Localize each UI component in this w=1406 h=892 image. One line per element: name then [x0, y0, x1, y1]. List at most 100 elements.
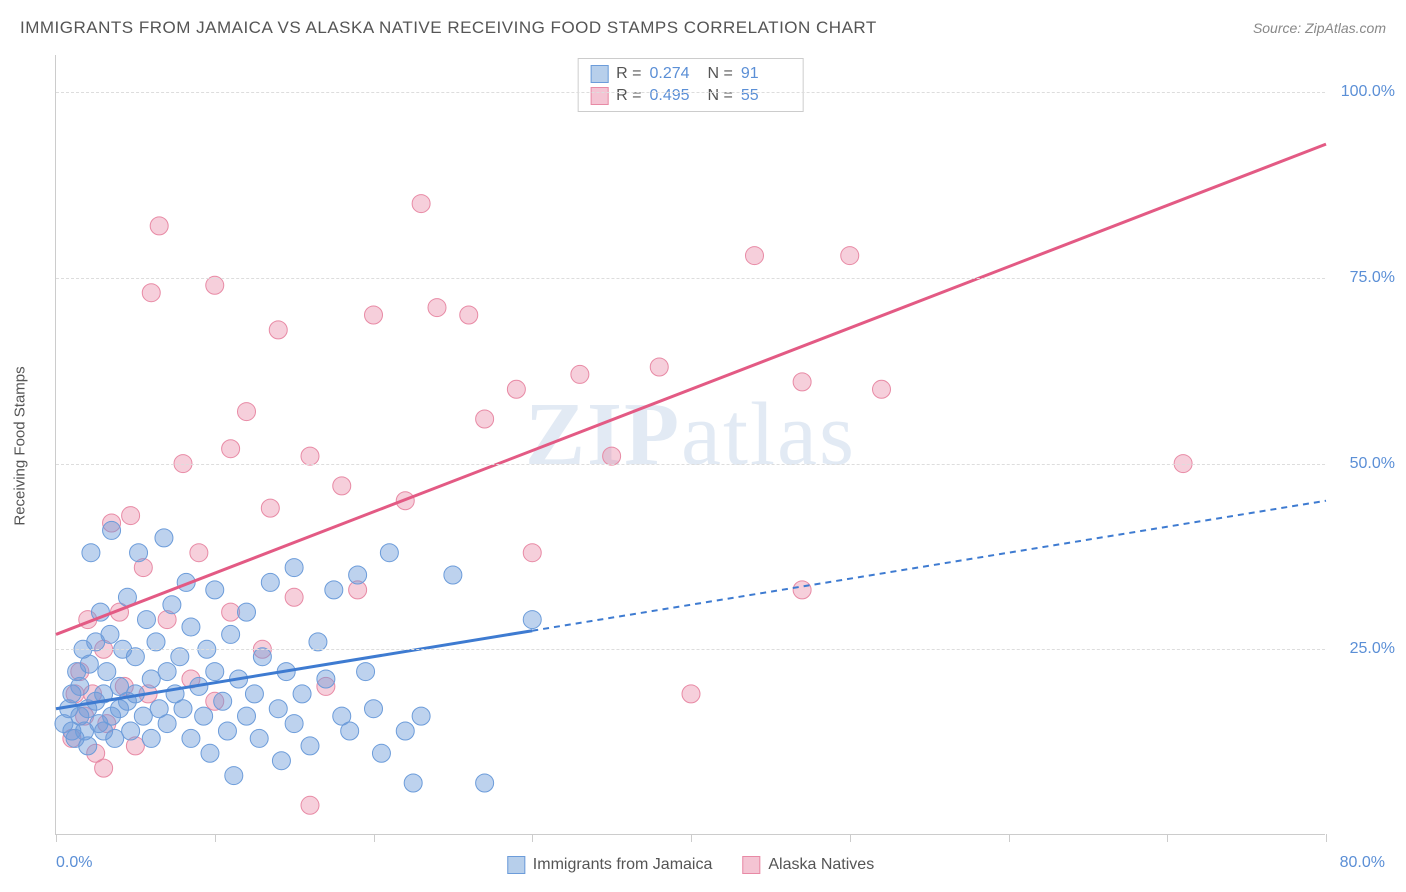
scatter-point: [396, 722, 414, 740]
x-tick: [1167, 834, 1168, 842]
scatter-point: [746, 247, 764, 265]
scatter-point: [317, 670, 335, 688]
scatter-point: [174, 700, 192, 718]
legend-item-2: Alaska Natives: [742, 856, 874, 874]
scatter-point: [206, 581, 224, 599]
scatter-point: [79, 737, 97, 755]
x-tick: [850, 834, 851, 842]
scatter-point: [222, 440, 240, 458]
y-tick-label: 50.0%: [1350, 455, 1395, 473]
scatter-point: [349, 566, 367, 584]
scatter-point: [460, 306, 478, 324]
scatter-point: [365, 306, 383, 324]
source-label: Source: ZipAtlas.com: [1253, 20, 1386, 36]
scatter-point: [182, 729, 200, 747]
scatter-point: [245, 685, 263, 703]
n-label-2: N =: [708, 87, 733, 105]
r-value-1: 0.274: [650, 65, 700, 83]
x-tick: [1326, 834, 1327, 842]
n-value-1: 91: [741, 65, 791, 83]
scatter-point: [357, 663, 375, 681]
scatter-point: [190, 544, 208, 562]
scatter-point: [261, 573, 279, 591]
x-tick: [691, 834, 692, 842]
scatter-point: [238, 707, 256, 725]
legend-item-1: Immigrants from Jamaica: [507, 856, 713, 874]
scatter-point: [380, 544, 398, 562]
chart-title: IMMIGRANTS FROM JAMAICA VS ALASKA NATIVE…: [20, 18, 877, 38]
r-label-2: R =: [616, 87, 641, 105]
scatter-point: [71, 677, 89, 695]
y-tick-label: 75.0%: [1350, 269, 1395, 287]
scatter-point: [142, 284, 160, 302]
scatter-point: [285, 588, 303, 606]
n-label: N =: [708, 65, 733, 83]
y-tick-label: 100.0%: [1341, 83, 1395, 101]
scatter-point: [225, 767, 243, 785]
scatter-point: [147, 633, 165, 651]
plot-area: ZIPatlas R = 0.274 N = 91 R = 0.495 N = …: [55, 55, 1325, 835]
scatter-point: [793, 581, 811, 599]
scatter-point: [341, 722, 359, 740]
scatter-point: [82, 544, 100, 562]
scatter-point: [222, 625, 240, 643]
scatter-point: [444, 566, 462, 584]
scatter-point: [272, 752, 290, 770]
scatter-point: [182, 618, 200, 636]
legend-series: Immigrants from Jamaica Alaska Natives: [507, 856, 874, 874]
scatter-point: [250, 729, 268, 747]
legend-swatch-pink: [590, 87, 608, 105]
legend-label-2: Alaska Natives: [768, 856, 874, 874]
regression-line-dash: [532, 501, 1326, 631]
scatter-point: [841, 247, 859, 265]
scatter-point: [238, 603, 256, 621]
scatter-point: [106, 729, 124, 747]
scatter-point: [150, 217, 168, 235]
gridline: [56, 649, 1325, 650]
scatter-point: [130, 544, 148, 562]
scatter-point: [285, 715, 303, 733]
x-tick: [56, 834, 57, 842]
scatter-point: [301, 796, 319, 814]
legend-stats: R = 0.274 N = 91 R = 0.495 N = 55: [577, 58, 804, 112]
scatter-point: [404, 774, 422, 792]
scatter-point: [476, 410, 494, 428]
scatter-point: [158, 715, 176, 733]
x-max-label: 80.0%: [1340, 854, 1385, 872]
scatter-point: [98, 663, 116, 681]
scatter-point: [261, 499, 279, 517]
scatter-point: [412, 707, 430, 725]
legend-swatch-blue-2: [507, 856, 525, 874]
scatter-point: [163, 596, 181, 614]
scatter-point: [301, 447, 319, 465]
scatter-point: [206, 663, 224, 681]
x-tick: [215, 834, 216, 842]
scatter-point: [238, 403, 256, 421]
scatter-point: [873, 380, 891, 398]
scatter-point: [309, 633, 327, 651]
scatter-point: [412, 195, 430, 213]
scatter-point: [301, 737, 319, 755]
scatter-point: [103, 521, 121, 539]
scatter-point: [285, 559, 303, 577]
y-axis-title: Receiving Food Stamps: [12, 366, 29, 525]
scatter-point: [571, 365, 589, 383]
scatter-point: [134, 707, 152, 725]
scatter-point: [333, 477, 351, 495]
scatter-point: [682, 685, 700, 703]
scatter-point: [201, 744, 219, 762]
gridline: [56, 92, 1325, 93]
x-tick: [1009, 834, 1010, 842]
scatter-point: [650, 358, 668, 376]
scatter-point: [80, 655, 98, 673]
legend-label-1: Immigrants from Jamaica: [533, 856, 713, 874]
gridline: [56, 464, 1325, 465]
scatter-point: [269, 700, 287, 718]
scatter-point: [428, 299, 446, 317]
y-tick-label: 25.0%: [1350, 640, 1395, 658]
scatter-point: [325, 581, 343, 599]
x-tick: [374, 834, 375, 842]
scatter-point: [793, 373, 811, 391]
scatter-point: [476, 774, 494, 792]
x-origin-label: 0.0%: [56, 854, 92, 872]
